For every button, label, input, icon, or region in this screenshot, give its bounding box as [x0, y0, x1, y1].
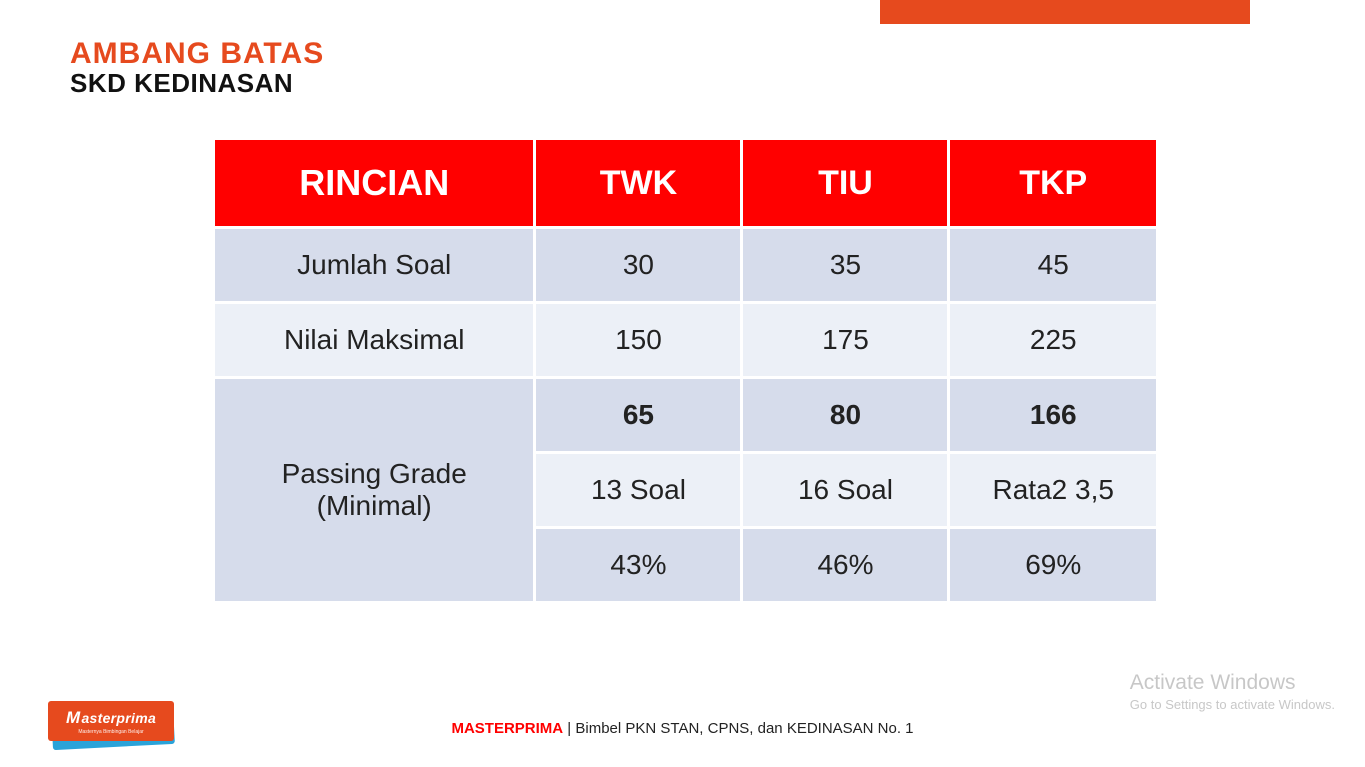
windows-activation-watermark: Activate Windows Go to Settings to activ…: [1130, 671, 1335, 712]
cell-twk: 150: [535, 303, 742, 378]
cell-tkp: 166: [949, 378, 1156, 453]
cell-tkp: 45: [949, 228, 1156, 303]
table-row: Jumlah Soal 30 35 45: [215, 228, 1156, 303]
row-label: Jumlah Soal: [215, 228, 535, 303]
table-row: Nilai Maksimal 150 175 225: [215, 303, 1156, 378]
table-row: Passing Grade (Minimal) 65 80 166: [215, 378, 1156, 453]
row-label-passing: Passing Grade (Minimal): [215, 378, 535, 602]
cell-tiu: 175: [742, 303, 949, 378]
col-tiu: TIU: [742, 140, 949, 228]
col-tkp: TKP: [949, 140, 1156, 228]
footer-brand-name: MASTERPRIMA: [451, 720, 563, 737]
title-line-1: AMBANG BATAS: [70, 38, 324, 70]
col-rincian: RINCIAN: [215, 140, 535, 228]
top-accent-bar: [880, 0, 1250, 24]
title-line-2: SKD KEDINASAN: [70, 70, 324, 97]
cell-tiu: 16 Soal: [742, 453, 949, 528]
col-twk: TWK: [535, 140, 742, 228]
cell-tkp: 225: [949, 303, 1156, 378]
threshold-table: RINCIAN TWK TIU TKP Jumlah Soal 30 35 45…: [215, 140, 1156, 601]
cell-tkp: 69%: [949, 528, 1156, 602]
watermark-line-2: Go to Settings to activate Windows.: [1130, 697, 1335, 712]
cell-twk: 13 Soal: [535, 453, 742, 528]
watermark-line-1: Activate Windows: [1130, 671, 1335, 695]
footer-rest: | Bimbel PKN STAN, CPNS, dan KEDINASAN N…: [563, 720, 913, 737]
cell-tiu: 80: [742, 378, 949, 453]
slide-title: AMBANG BATAS SKD KEDINASAN: [70, 38, 324, 97]
cell-twk: 43%: [535, 528, 742, 602]
cell-twk: 65: [535, 378, 742, 453]
row-label: Nilai Maksimal: [215, 303, 535, 378]
table-header-row: RINCIAN TWK TIU TKP: [215, 140, 1156, 228]
cell-twk: 30: [535, 228, 742, 303]
cell-tkp: Rata2 3,5: [949, 453, 1156, 528]
cell-tiu: 46%: [742, 528, 949, 602]
footer-text: MASTERPRIMA | Bimbel PKN STAN, CPNS, dan…: [0, 720, 1365, 737]
cell-tiu: 35: [742, 228, 949, 303]
